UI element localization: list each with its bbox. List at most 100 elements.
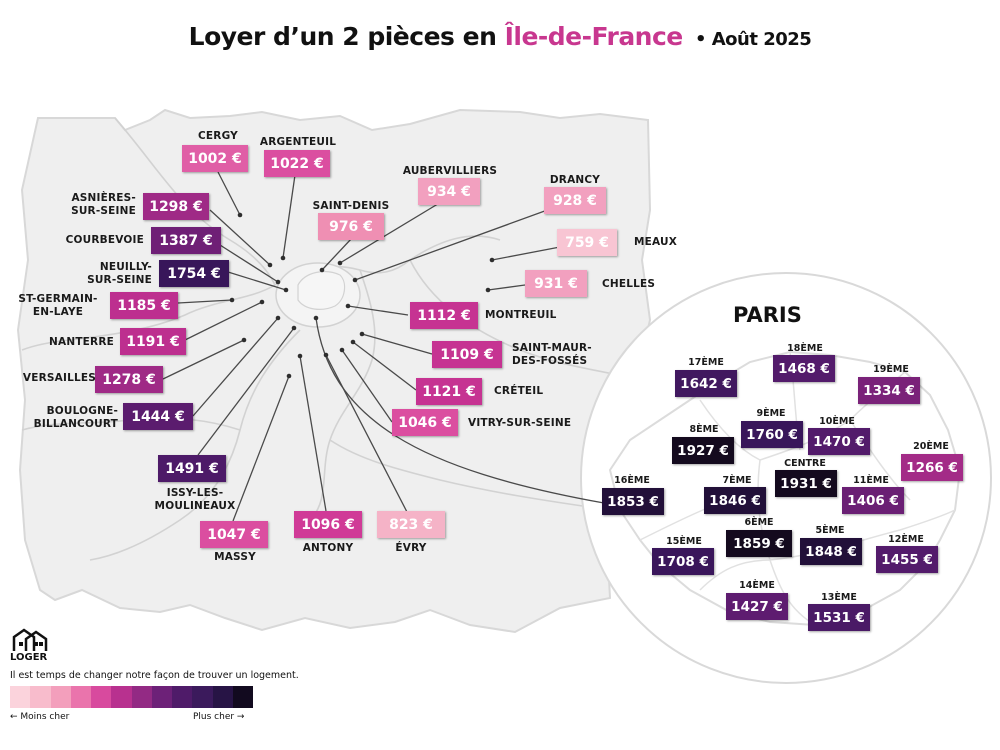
legend-swatch <box>111 686 132 708</box>
leader-dots <box>229 212 495 379</box>
legend-high-label: Plus cher → <box>193 712 245 722</box>
price-tag-aubervilliers: 934 € <box>418 178 480 205</box>
city-label-boulogne: BOULOGNE- BILLANCOURT <box>33 405 118 430</box>
loger-logo-icon <box>12 628 48 651</box>
district-label-14: 14ÈME <box>739 580 775 591</box>
city-label-antony: ANTONY <box>302 542 354 554</box>
district-label-8: 8ÈME <box>689 424 719 435</box>
district-label-5: 5ÈME <box>815 525 845 536</box>
city-label-nanterre: NANTERRE <box>49 336 114 348</box>
district-label-10: 10ÈME <box>819 416 855 427</box>
district-price-18: 1468 € <box>773 355 835 382</box>
brand-name: LOGER <box>10 652 48 663</box>
legend-swatch <box>91 686 112 708</box>
city-label-cergy: CERGY <box>198 130 238 142</box>
title-prefix: Loyer d’un 2 pièces en <box>188 22 505 51</box>
district-price-20: 1266 € <box>901 454 963 481</box>
district-price-19: 1334 € <box>858 377 920 404</box>
legend-swatch <box>30 686 51 708</box>
district-price-12: 1455 € <box>876 546 938 573</box>
price-tag-nanterre: 1191 € <box>120 328 186 355</box>
price-tag-issy: 1491 € <box>158 455 226 482</box>
district-label-19: 19ÈME <box>873 364 909 375</box>
price-tag-vitry: 1046 € <box>392 409 458 436</box>
district-price-9: 1760 € <box>741 421 803 448</box>
district-label-9: 9ÈME <box>756 408 786 419</box>
price-tag-montreuil: 1112 € <box>410 302 478 329</box>
paris-title: PARIS <box>733 303 802 327</box>
title-region: Île-de-France <box>504 22 684 51</box>
city-label-drancy: DRANCY <box>549 174 601 186</box>
city-label-montreuil: MONTREUIL <box>485 309 557 321</box>
price-tag-st-germain: 1185 € <box>110 292 178 319</box>
legend-swatch <box>131 686 152 708</box>
price-tag-meaux: 759 € <box>557 229 617 256</box>
district-price-15: 1708 € <box>652 548 714 575</box>
district-label-20: 20ÈME <box>913 441 949 452</box>
city-label-issy: ISSY-LES- MOULINEAUX <box>154 487 236 512</box>
price-tag-boulogne: 1444 € <box>123 403 193 430</box>
district-price-8: 1927 € <box>672 437 734 464</box>
price-tag-evry: 823 € <box>377 511 445 538</box>
city-label-saint-denis: SAINT-DENIS <box>312 200 390 212</box>
price-tag-courbevoie: 1387 € <box>151 227 221 254</box>
city-label-meaux: MEAUX <box>634 236 678 248</box>
paris-mini-outline <box>297 271 346 310</box>
price-tag-cergy: 1002 € <box>182 145 248 172</box>
price-tag-asnieres: 1298 € <box>143 193 209 220</box>
city-label-st-germain: ST-GERMAIN- EN-LAYE <box>18 293 98 318</box>
city-label-versailles: VERSAILLES <box>22 372 96 384</box>
legend-swatch <box>172 686 193 708</box>
district-label-11: 11ÈME <box>853 475 889 486</box>
district-label-12: 12ÈME <box>888 534 924 545</box>
city-label-neuilly: NEUILLY- SUR-SEINE <box>87 261 152 286</box>
district-price-6: 1859 € <box>726 530 792 557</box>
price-tag-antony: 1096 € <box>294 511 362 538</box>
district-label-18: 18ÈME <box>787 343 823 354</box>
price-tag-drancy: 928 € <box>544 187 606 214</box>
city-label-courbevoie: COURBEVOIE <box>65 234 144 246</box>
city-label-argenteuil: ARGENTEUIL <box>259 136 337 148</box>
district-label-7: 7ÈME <box>722 475 752 486</box>
city-label-massy: MASSY <box>214 551 256 563</box>
legend-swatch <box>70 686 91 708</box>
brand-tagline: Il est temps de changer notre façon de t… <box>10 670 299 681</box>
legend-swatch <box>212 686 233 708</box>
price-tag-saint-denis: 976 € <box>318 213 384 240</box>
price-tag-chelles: 931 € <box>525 270 587 297</box>
title-date: • Août 2025 <box>694 29 812 50</box>
city-label-aubervilliers: AUBERVILLIERS <box>402 165 498 177</box>
page-title: Loyer d’un 2 pièces en Île-de-France • A… <box>0 22 1000 51</box>
legend-low-label: ← Moins cher <box>10 712 70 722</box>
district-price-16: 1853 € <box>602 488 664 515</box>
price-tag-creteil: 1121 € <box>416 378 482 405</box>
price-tag-saint-maur: 1109 € <box>432 341 502 368</box>
district-label-13: 13ÈME <box>821 592 857 603</box>
district-label-16: 16ÈME <box>614 475 650 486</box>
district-price-17: 1642 € <box>675 370 737 397</box>
city-label-evry: ÉVRY <box>395 542 427 554</box>
district-price-7: 1846 € <box>704 487 766 514</box>
district-price-14: 1427 € <box>726 593 788 620</box>
city-label-asnieres: ASNIÈRES- SUR-SEINE <box>71 192 136 217</box>
price-tag-versailles: 1278 € <box>95 366 163 393</box>
district-price-11: 1406 € <box>842 487 904 514</box>
price-tag-argenteuil: 1022 € <box>264 150 330 177</box>
legend-swatch <box>192 686 213 708</box>
city-label-saint-maur: SAINT-MAUR- DES-FOSSÉS <box>512 342 592 367</box>
district-label-6: 6ÈME <box>744 517 774 528</box>
city-label-chelles: CHELLES <box>602 278 656 290</box>
legend-swatch <box>151 686 172 708</box>
legend-swatch <box>232 686 253 708</box>
district-price-13: 1531 € <box>808 604 870 631</box>
price-legend-scale <box>10 686 253 708</box>
district-label-15: 15ÈME <box>666 536 702 547</box>
price-tag-neuilly: 1754 € <box>159 260 229 287</box>
district-price-5: 1848 € <box>800 538 862 565</box>
city-label-vitry: VITRY-SUR-SEINE <box>468 417 572 429</box>
district-label-17: 17ÈME <box>688 357 724 368</box>
legend-swatch <box>50 686 71 708</box>
district-price-10: 1470 € <box>808 428 870 455</box>
city-label-creteil: CRÉTEIL <box>494 385 544 397</box>
district-label-centre: CENTRE <box>784 458 826 469</box>
